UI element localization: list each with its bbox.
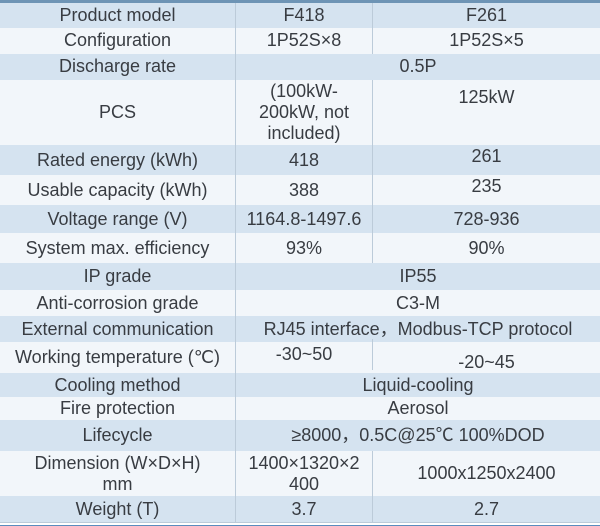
row-value-col3: -20~45 [458, 352, 515, 373]
table-row: External communication RJ45 interface，Mod… [0, 316, 600, 343]
row-label: External communication [0, 316, 236, 343]
row-label: IP grade [0, 263, 236, 291]
row-value-col2: (100kW- 200kW, not included) [236, 80, 373, 146]
row-value-col3: 1P52S×5 [449, 30, 524, 51]
row-value-col3: 728-936 [453, 208, 520, 229]
table-inner-rule [0, 522, 600, 524]
row-value-col2: 418 [236, 145, 373, 176]
row-value-merged: ≥8000，0.5C@25℃ 100%DOD [291, 425, 545, 446]
table-row: System max. efficiency 93% 90% [0, 233, 600, 264]
table-row: PCS (100kW- 200kW, not included) 125kW [0, 80, 600, 146]
row-value-col3: 235 [471, 175, 502, 196]
table-row: Discharge rate 0.5P [0, 54, 600, 80]
row-value-col2: 388 [236, 175, 373, 206]
row-value-col2: 1164.8-1497.6 [236, 205, 373, 234]
table-row: Anti-corrosion grade C3-M [0, 290, 600, 317]
row-value-col2: F418 [236, 3, 373, 28]
table-row: Weight (T) 3.7 2.7 [0, 496, 600, 523]
row-label: PCS [0, 80, 236, 146]
row-value-merged: 0.5P [399, 56, 437, 77]
table-row: Lifecycle ≥8000，0.5C@25℃ 100%DOD [0, 420, 600, 452]
row-label: Cooling method [0, 373, 236, 398]
table-row: IP grade IP55 [0, 263, 600, 291]
row-value-col3: 90% [468, 237, 505, 258]
row-value-col2: 93% [236, 233, 373, 264]
row-label: System max. efficiency [0, 233, 236, 264]
row-value-col2: -30~50 [236, 339, 373, 371]
table-row: Configuration 1P52S×8 1P52S×5 [0, 28, 600, 54]
row-value-merged: IP55 [399, 266, 437, 287]
row-label: Dimension (W×D×H) mm [0, 451, 236, 497]
row-value-col3: 2.7 [473, 498, 500, 519]
row-label: Weight (T) [0, 496, 236, 523]
table-row: Cooling method Liquid-cooling [0, 373, 600, 398]
row-label: Usable capacity (kWh) [0, 175, 236, 206]
row-label: Lifecycle [0, 420, 236, 452]
row-label: Fire protection [0, 397, 236, 421]
table-row: Dimension (W×D×H) mm 1400×1320×2 400 1000x… [0, 451, 600, 497]
spec-table-rows: Product model F418 F261 Configuration 1P52S×… [0, 3, 600, 523]
row-value-merged: Aerosol [387, 398, 449, 419]
table-row: Fire protection Aerosol [0, 397, 600, 421]
row-value-col2: 1P52S×8 [236, 28, 373, 54]
table-row: Rated energy (kWh) 418 261 [0, 145, 600, 176]
row-label: Discharge rate [0, 54, 236, 80]
table-row: Product model F418 F261 [0, 3, 600, 28]
row-value-col3: 125kW [458, 87, 515, 107]
row-value-merged: Liquid-cooling [362, 374, 474, 395]
row-label: Product model [0, 3, 236, 28]
row-label: Voltage range (V) [0, 205, 236, 234]
row-value-col3: 1000x1250x2400 [417, 463, 556, 484]
row-value-col2: 3.7 [236, 496, 373, 523]
row-label: Anti-corrosion grade [0, 290, 236, 317]
table-row: Usable capacity (kWh) 388 235 [0, 175, 600, 206]
row-value-col3: 261 [471, 145, 502, 166]
row-label: Working temperature (℃) [0, 342, 236, 374]
row-value-merged: C3-M [396, 292, 440, 313]
row-value-col2: 1400×1320×2 400 [236, 451, 373, 497]
table-row: Working temperature (℃) -30~50 -20~45 [0, 339, 600, 374]
table-row: Voltage range (V) 1164.8-1497.6 728-936 [0, 205, 600, 234]
row-label: Rated energy (kWh) [0, 145, 236, 176]
row-value-merged: RJ45 interface，Modbus-TCP protocol [263, 318, 573, 339]
row-label: Configuration [0, 28, 236, 54]
row-value-col3: F261 [465, 4, 508, 25]
